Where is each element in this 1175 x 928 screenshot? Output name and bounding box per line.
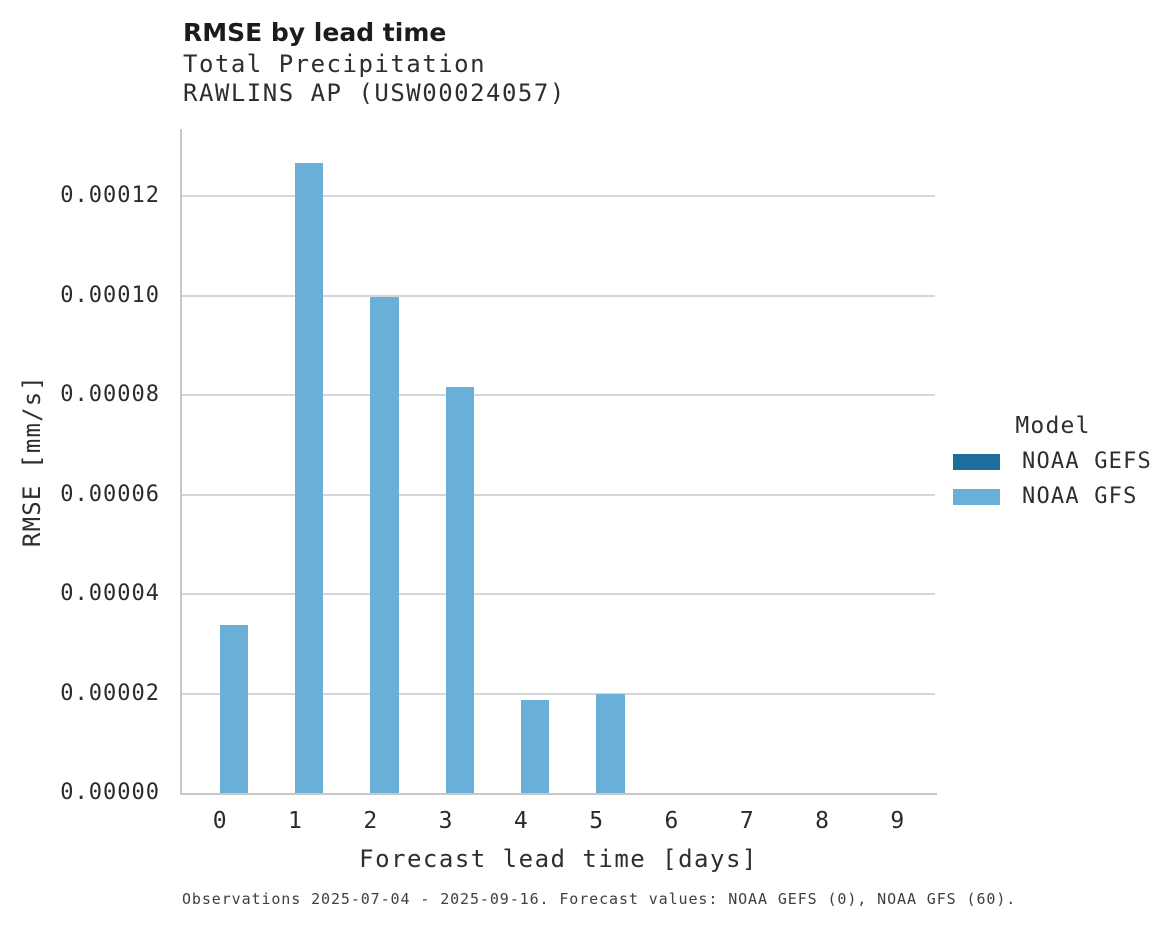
bar-noaa-gfs-day-4 — [520, 699, 550, 793]
plot-area — [180, 129, 937, 795]
chart-title: RMSE by lead time — [183, 18, 447, 47]
legend-label: NOAA GFS — [1022, 484, 1138, 509]
legend: Model NOAA GEFS NOAA GFS — [953, 412, 1153, 524]
x-tick-label-7: 7 — [739, 808, 754, 834]
bar-noaa-gfs-day-1 — [294, 163, 324, 793]
gridline-y-0.00004 — [182, 593, 935, 596]
legend-entries: NOAA GEFS NOAA GFS — [953, 449, 1153, 509]
x-tick-label-8: 8 — [815, 808, 829, 834]
gridline-y-0.00010 — [182, 294, 935, 297]
x-tick-label-3: 3 — [438, 808, 453, 834]
gridline-y-0.00002 — [182, 692, 935, 695]
y-tick-label-0.00002: 0.00002 — [60, 680, 160, 706]
bar-noaa-gfs-day-0 — [219, 625, 249, 793]
y-tick-label-0.00006: 0.00006 — [60, 481, 160, 507]
legend-entry-noaa-gfs: NOAA GFS — [953, 484, 1153, 509]
x-tick-label-5: 5 — [589, 808, 604, 834]
chart-subtitle-station: RAWLINS AP (USW00024057) — [183, 79, 566, 107]
y-tick-label-0.00004: 0.00004 — [60, 581, 160, 607]
x-tick-label-4: 4 — [513, 808, 528, 834]
chart-subtitle-variable: Total Precipitation — [183, 50, 487, 78]
gridline-y-0.00006 — [182, 493, 935, 496]
x-tick-label-2: 2 — [363, 808, 378, 834]
y-tick-label-0.00010: 0.00010 — [60, 282, 160, 308]
legend-label: NOAA GEFS — [1022, 449, 1153, 474]
bar-noaa-gfs-day-3 — [445, 387, 475, 793]
gridline-y-0.00012 — [182, 195, 935, 198]
x-axis-spine — [180, 793, 937, 795]
legend-swatch-noaa-gefs — [953, 454, 1000, 470]
y-tick-label-0.00012: 0.00012 — [60, 183, 160, 209]
y-tick-label-0.00008: 0.00008 — [60, 382, 160, 408]
bar-noaa-gfs-day-2 — [370, 297, 399, 793]
gridline-y-0.00008 — [182, 394, 935, 397]
legend-title: Model — [1015, 413, 1091, 439]
x-tick-label-9: 9 — [890, 808, 905, 834]
bar-noaa-gfs-day-5 — [596, 694, 625, 793]
x-tick-label-0: 0 — [212, 808, 227, 834]
footer-note: Observations 2025-07-04 - 2025-09-16. Fo… — [182, 890, 1017, 908]
y-tick-label-0.00000: 0.00000 — [60, 780, 160, 805]
legend-entry-noaa-gefs: NOAA GEFS — [953, 449, 1153, 474]
x-tick-label-6: 6 — [664, 808, 679, 834]
y-axis-spine — [180, 129, 182, 795]
legend-swatch-noaa-gfs — [953, 489, 1000, 505]
x-axis-title: Forecast lead time [days] — [359, 845, 758, 873]
x-tick-label-1: 1 — [288, 808, 302, 834]
